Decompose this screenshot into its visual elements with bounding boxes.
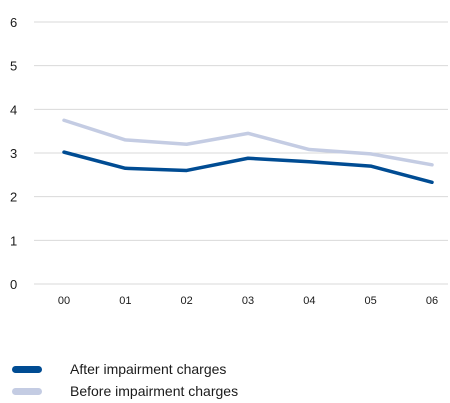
- series-line-1: [62, 118, 434, 167]
- legend-swatch-after: [12, 365, 42, 373]
- x-tick-label-06: 06: [426, 295, 438, 307]
- x-tick-label-03: 03: [242, 295, 254, 307]
- y-axis-ticks: 0 1 2 3 4 5 6: [10, 15, 17, 292]
- x-tick-label-01: 01: [119, 295, 131, 307]
- grid-lines: [34, 21, 448, 285]
- legend-swatch-before: [12, 387, 42, 395]
- legend-item-after: After impairment charges: [12, 358, 238, 380]
- legend-label-before: Before impairment charges: [70, 383, 239, 399]
- legend-item-before: Before impairment charges: [12, 380, 238, 402]
- y-tick-label-0: 0: [10, 277, 17, 292]
- x-tick-label-00: 00: [58, 295, 70, 307]
- y-tick-label-3: 3: [10, 146, 17, 161]
- y-tick-label-5: 5: [10, 59, 17, 74]
- series-lines: [62, 118, 434, 185]
- x-tick-label-04: 04: [303, 295, 315, 307]
- y-tick-label-2: 2: [10, 190, 17, 205]
- legend-label-after: After impairment charges: [70, 361, 227, 377]
- y-tick-label-4: 4: [10, 102, 17, 117]
- x-tick-label-05: 05: [365, 295, 377, 307]
- x-tick-label-02: 02: [181, 295, 193, 307]
- y-tick-label-1: 1: [10, 233, 17, 248]
- x-axis-ticks: 00 01 02 03 04 05 06: [58, 295, 438, 307]
- series-line-0: [62, 150, 434, 185]
- y-tick-label-6: 6: [10, 15, 17, 30]
- legend: After impairment charges Before impairme…: [12, 358, 238, 402]
